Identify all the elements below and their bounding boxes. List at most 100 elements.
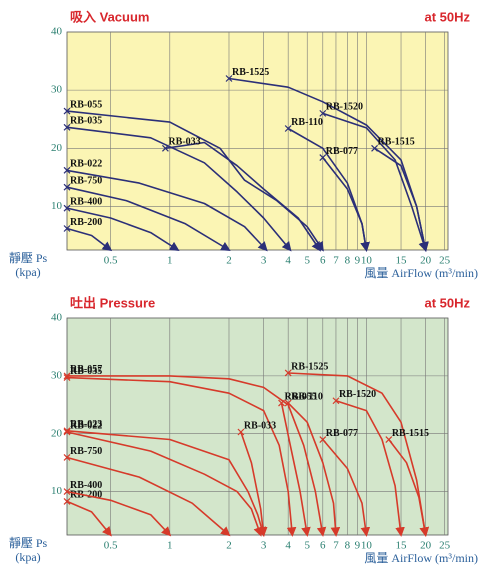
y-axis-label: (kpa) bbox=[15, 550, 40, 564]
curve bbox=[66, 186, 231, 251]
series-label: RB-1515 bbox=[378, 137, 415, 148]
series-label: RB-110 bbox=[291, 391, 323, 402]
y-axis-label: (kpa) bbox=[15, 265, 40, 279]
x-tick-label: 8 bbox=[345, 255, 351, 267]
curve bbox=[322, 112, 428, 252]
start-marker bbox=[319, 109, 327, 117]
start-marker bbox=[63, 454, 71, 461]
start-marker bbox=[237, 428, 245, 436]
x-axis-label: 風量 AirFlow (m³/min) bbox=[364, 551, 478, 565]
start-marker bbox=[319, 154, 327, 161]
curve bbox=[66, 207, 180, 252]
curve bbox=[66, 431, 263, 537]
series-label: RB-1515 bbox=[392, 428, 429, 439]
curve bbox=[66, 456, 231, 537]
series-label: RB-200 bbox=[70, 217, 102, 228]
curve bbox=[280, 402, 311, 537]
x-tick-label: 5 bbox=[304, 540, 310, 552]
x-tick-label: 3 bbox=[261, 540, 267, 552]
start-marker bbox=[284, 369, 292, 377]
start-marker bbox=[284, 399, 292, 407]
series-label: RB-022 bbox=[70, 420, 102, 431]
curve bbox=[322, 438, 371, 537]
start-marker bbox=[63, 123, 71, 131]
curve bbox=[322, 157, 370, 252]
x-tick-label: 15 bbox=[396, 255, 408, 267]
series-label: RB-035 bbox=[70, 116, 102, 127]
x-tick-label: 6 bbox=[320, 255, 326, 267]
x-tick-label: 7 bbox=[333, 255, 339, 267]
curve bbox=[288, 372, 430, 537]
curve bbox=[67, 375, 327, 537]
y-axis-label: 靜壓 Ps bbox=[9, 251, 48, 265]
series-label: RB-1520 bbox=[339, 389, 376, 400]
start-marker bbox=[278, 399, 285, 407]
series-label: RB-1525 bbox=[232, 67, 269, 78]
chart-title: 吸入 Vacuum bbox=[70, 9, 149, 24]
series-label: RB-077 bbox=[326, 428, 358, 439]
x-tick-label: 3 bbox=[261, 255, 267, 267]
chart-subtitle: at 50Hz bbox=[424, 295, 470, 310]
series-label: RB-055 bbox=[285, 391, 317, 402]
start-marker bbox=[161, 144, 169, 152]
series-label: RB-055 bbox=[70, 99, 102, 110]
start-marker bbox=[63, 428, 71, 436]
curve bbox=[66, 227, 113, 252]
start-marker bbox=[225, 75, 233, 82]
curve bbox=[374, 147, 429, 252]
x-tick-label: 9 bbox=[355, 255, 361, 267]
x-tick-label: 0.5 bbox=[104, 540, 118, 552]
curve bbox=[240, 431, 268, 537]
y-tick-label: 40 bbox=[51, 312, 63, 324]
start-marker bbox=[371, 144, 378, 152]
x-tick-label: 20 bbox=[420, 540, 432, 552]
start-marker bbox=[63, 107, 71, 115]
x-tick-label: 4 bbox=[285, 255, 291, 267]
x-tick-label: 8 bbox=[345, 540, 351, 552]
series-label: RB-1520 bbox=[326, 102, 363, 113]
series-label: RB-023 bbox=[70, 419, 102, 430]
curve bbox=[66, 490, 172, 537]
curve bbox=[287, 402, 341, 537]
y-tick-label: 30 bbox=[51, 84, 63, 96]
x-tick-label: 2 bbox=[226, 540, 232, 552]
series-label: RB-750 bbox=[70, 176, 102, 187]
curve bbox=[66, 110, 324, 252]
curve bbox=[388, 439, 429, 537]
x-tick-label: 5 bbox=[304, 255, 310, 267]
curve bbox=[66, 126, 292, 252]
y-tick-label: 20 bbox=[51, 142, 63, 154]
start-marker bbox=[63, 488, 71, 496]
y-axis-label: 靜壓 Ps bbox=[9, 536, 48, 550]
x-tick-label: 1 bbox=[167, 540, 173, 552]
start-marker bbox=[284, 125, 292, 132]
curve bbox=[66, 500, 112, 537]
series-label: RB-1525 bbox=[291, 361, 328, 372]
series-label: RB-033 bbox=[168, 137, 200, 148]
x-tick-label: 2 bbox=[226, 255, 232, 267]
y-tick-label: 30 bbox=[51, 369, 63, 381]
series-label: RB-077 bbox=[326, 146, 358, 157]
series-label: RB-033 bbox=[244, 420, 276, 431]
plot-area bbox=[66, 31, 449, 251]
y-tick-label: 40 bbox=[51, 26, 63, 38]
chart-title: 吐出 Pressure bbox=[70, 295, 155, 310]
x-tick-label: 10 bbox=[361, 540, 373, 552]
x-tick-label: 20 bbox=[420, 255, 432, 267]
start-marker bbox=[332, 397, 340, 405]
start-marker bbox=[63, 498, 71, 505]
x-tick-label: 25 bbox=[439, 255, 451, 267]
plot-area bbox=[66, 317, 449, 536]
x-axis-label: 風量 AirFlow (m³/min) bbox=[364, 266, 478, 280]
y-tick-label: 10 bbox=[51, 485, 63, 497]
series-label: RB-110 bbox=[291, 117, 323, 128]
series-label: RB-750 bbox=[70, 446, 102, 457]
x-tick-label: 0.5 bbox=[104, 255, 118, 267]
series-label: RB-035 bbox=[70, 366, 102, 377]
x-tick-label: 4 bbox=[285, 540, 291, 552]
y-tick-label: 10 bbox=[51, 200, 63, 212]
title-bar bbox=[0, 294, 483, 314]
curve bbox=[66, 376, 297, 537]
x-tick-label: 10 bbox=[361, 255, 373, 267]
